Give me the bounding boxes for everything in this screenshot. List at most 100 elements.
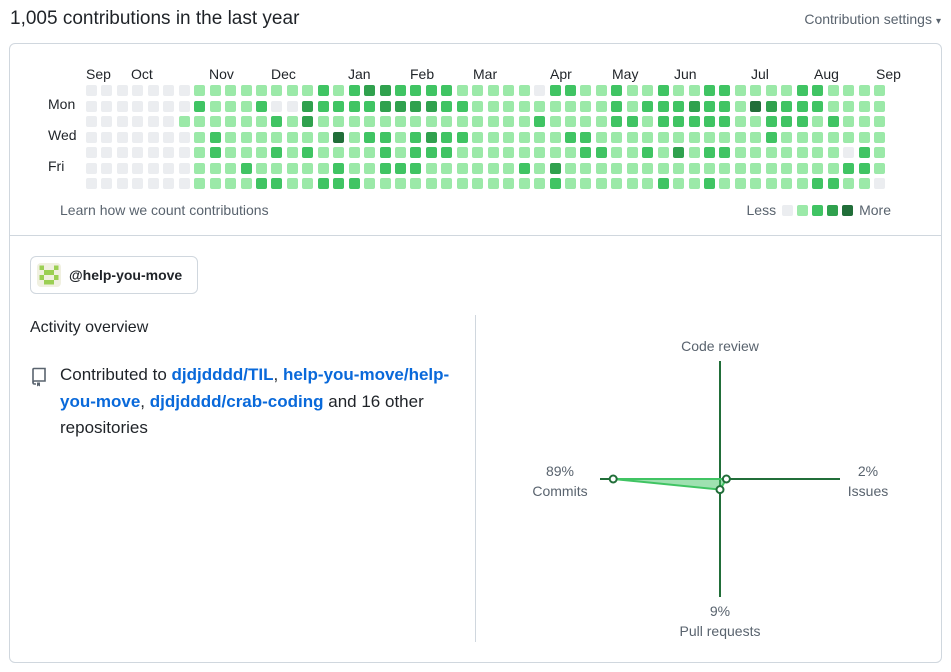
- calendar-day-cell[interactable]: [765, 147, 777, 158]
- calendar-day-cell[interactable]: [858, 85, 870, 96]
- calendar-day-cell[interactable]: [626, 131, 638, 143]
- calendar-day-cell[interactable]: [147, 162, 159, 174]
- repo-link-til[interactable]: djdjdddd/TIL: [171, 365, 274, 384]
- calendar-day-cell[interactable]: [503, 100, 515, 112]
- calendar-day-cell[interactable]: [564, 116, 576, 127]
- calendar-day-cell[interactable]: [225, 85, 237, 96]
- calendar-day-cell[interactable]: [410, 85, 422, 96]
- calendar-day-cell[interactable]: [240, 162, 252, 174]
- calendar-day-cell[interactable]: [240, 147, 252, 158]
- calendar-day-cell[interactable]: [843, 178, 855, 189]
- calendar-day-cell[interactable]: [642, 85, 654, 96]
- calendar-day-cell[interactable]: [410, 100, 422, 112]
- calendar-day-cell[interactable]: [796, 162, 808, 174]
- calendar-day-cell[interactable]: [719, 85, 731, 96]
- calendar-day-cell[interactable]: [688, 100, 700, 112]
- calendar-day-cell[interactable]: [673, 178, 685, 189]
- calendar-day-cell[interactable]: [534, 178, 546, 189]
- calendar-day-cell[interactable]: [657, 162, 669, 174]
- calendar-day-cell[interactable]: [86, 178, 97, 189]
- calendar-day-cell[interactable]: [827, 147, 839, 158]
- calendar-day-cell[interactable]: [410, 162, 422, 174]
- calendar-day-cell[interactable]: [719, 178, 731, 189]
- calendar-day-cell[interactable]: [734, 162, 746, 174]
- calendar-day-cell[interactable]: [827, 162, 839, 174]
- calendar-day-cell[interactable]: [178, 178, 190, 189]
- calendar-day-cell[interactable]: [395, 85, 406, 96]
- calendar-day-cell[interactable]: [271, 85, 283, 96]
- calendar-day-cell[interactable]: [704, 85, 715, 96]
- calendar-day-cell[interactable]: [657, 147, 669, 158]
- calendar-day-cell[interactable]: [240, 85, 252, 96]
- calendar-day-cell[interactable]: [317, 131, 329, 143]
- calendar-day-cell[interactable]: [858, 147, 870, 158]
- calendar-day-cell[interactable]: [595, 162, 607, 174]
- calendar-day-cell[interactable]: [657, 116, 669, 127]
- calendar-day-cell[interactable]: [271, 131, 283, 143]
- calendar-day-cell[interactable]: [626, 116, 638, 127]
- calendar-day-cell[interactable]: [580, 147, 592, 158]
- calendar-day-cell[interactable]: [178, 147, 190, 158]
- calendar-day-cell[interactable]: [441, 147, 453, 158]
- calendar-day-cell[interactable]: [395, 178, 406, 189]
- calendar-day-cell[interactable]: [580, 116, 592, 127]
- calendar-day-cell[interactable]: [765, 100, 777, 112]
- calendar-day-cell[interactable]: [487, 85, 499, 96]
- calendar-day-cell[interactable]: [302, 85, 314, 96]
- calendar-day-cell[interactable]: [132, 100, 144, 112]
- calendar-day-cell[interactable]: [147, 131, 159, 143]
- calendar-day-cell[interactable]: [86, 147, 97, 158]
- calendar-day-cell[interactable]: [364, 85, 376, 96]
- calendar-day-cell[interactable]: [178, 162, 190, 174]
- calendar-day-cell[interactable]: [333, 116, 345, 127]
- calendar-day-cell[interactable]: [611, 162, 623, 174]
- calendar-day-cell[interactable]: [395, 162, 406, 174]
- calendar-day-cell[interactable]: [873, 178, 885, 189]
- calendar-day-cell[interactable]: [364, 116, 376, 127]
- calendar-day-cell[interactable]: [101, 100, 113, 112]
- calendar-day-cell[interactable]: [194, 116, 206, 127]
- calendar-day-cell[interactable]: [364, 147, 376, 158]
- calendar-day-cell[interactable]: [642, 178, 654, 189]
- calendar-day-cell[interactable]: [364, 178, 376, 189]
- calendar-day-cell[interactable]: [704, 147, 715, 158]
- calendar-day-cell[interactable]: [225, 162, 237, 174]
- calendar-day-cell[interactable]: [178, 85, 190, 96]
- calendar-day-cell[interactable]: [209, 178, 221, 189]
- calendar-day-cell[interactable]: [843, 85, 855, 96]
- calendar-day-cell[interactable]: [673, 131, 685, 143]
- calendar-day-cell[interactable]: [271, 178, 283, 189]
- calendar-day-cell[interactable]: [333, 178, 345, 189]
- calendar-day-cell[interactable]: [147, 147, 159, 158]
- calendar-day-cell[interactable]: [704, 131, 715, 143]
- calendar-day-cell[interactable]: [209, 100, 221, 112]
- calendar-day-cell[interactable]: [827, 116, 839, 127]
- calendar-day-cell[interactable]: [580, 162, 592, 174]
- calendar-day-cell[interactable]: [688, 85, 700, 96]
- calendar-day-cell[interactable]: [487, 131, 499, 143]
- calendar-day-cell[interactable]: [255, 100, 267, 112]
- calendar-day-cell[interactable]: [348, 147, 360, 158]
- calendar-day-cell[interactable]: [302, 162, 314, 174]
- calendar-day-cell[interactable]: [317, 116, 329, 127]
- calendar-day-cell[interactable]: [719, 147, 731, 158]
- calendar-day-cell[interactable]: [626, 147, 638, 158]
- calendar-day-cell[interactable]: [750, 147, 762, 158]
- calendar-day-cell[interactable]: [626, 85, 638, 96]
- calendar-day-cell[interactable]: [225, 147, 237, 158]
- calendar-day-cell[interactable]: [271, 116, 283, 127]
- calendar-day-cell[interactable]: [611, 100, 623, 112]
- calendar-day-cell[interactable]: [116, 162, 128, 174]
- calendar-day-cell[interactable]: [827, 131, 839, 143]
- calendar-day-cell[interactable]: [843, 162, 855, 174]
- calendar-day-cell[interactable]: [873, 100, 885, 112]
- calendar-day-cell[interactable]: [348, 162, 360, 174]
- calendar-day-cell[interactable]: [425, 131, 437, 143]
- calendar-day-cell[interactable]: [858, 116, 870, 127]
- calendar-day-cell[interactable]: [657, 85, 669, 96]
- calendar-day-cell[interactable]: [194, 131, 206, 143]
- calendar-day-cell[interactable]: [580, 178, 592, 189]
- calendar-day-cell[interactable]: [410, 116, 422, 127]
- calendar-day-cell[interactable]: [595, 178, 607, 189]
- calendar-day-cell[interactable]: [425, 85, 437, 96]
